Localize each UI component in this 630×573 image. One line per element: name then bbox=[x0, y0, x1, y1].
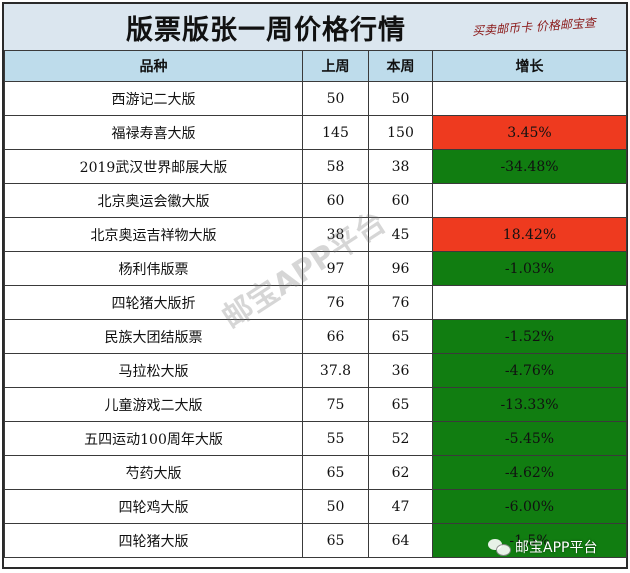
cell-this-week: 45 bbox=[368, 217, 433, 252]
cell-name: 四轮猪大版 bbox=[4, 523, 303, 558]
cell-change: -4.62% bbox=[432, 455, 627, 490]
cell-name: 五四运动100周年大版 bbox=[4, 421, 303, 456]
cell-this-week: 150 bbox=[368, 115, 433, 150]
page-title: 版票版张一周价格行情 bbox=[126, 15, 406, 46]
cell-name: 西游记二大版 bbox=[4, 81, 303, 116]
brand-stamp: 买卖邮币卡 价格邮宝查 bbox=[471, 15, 597, 39]
table-row: 五四运动100周年大版 55 52 -5.45% bbox=[4, 421, 627, 456]
cell-change: -5.45% bbox=[432, 421, 627, 456]
cell-change: -4.76% bbox=[432, 353, 627, 388]
cell-name: 马拉松大版 bbox=[4, 353, 303, 388]
cell-change: 3.45% bbox=[432, 115, 627, 150]
cell-change: -1.5% bbox=[432, 523, 627, 558]
cell-change bbox=[432, 183, 627, 218]
cell-this-week: 36 bbox=[368, 353, 433, 388]
cell-last-week: 76 bbox=[302, 285, 369, 320]
table-row: 北京奥运吉祥物大版 38 45 18.42% bbox=[4, 217, 627, 252]
cell-name: 北京奥运会徽大版 bbox=[4, 183, 303, 218]
table-row: 福禄寿喜大版 145 150 3.45% bbox=[4, 115, 627, 150]
cell-change bbox=[432, 285, 627, 320]
cell-this-week: 38 bbox=[368, 149, 433, 184]
cell-name: 福禄寿喜大版 bbox=[4, 115, 303, 150]
cell-last-week: 60 bbox=[302, 183, 369, 218]
table-row: 儿童游戏二大版 75 65 -13.33% bbox=[4, 387, 627, 422]
cell-change: 18.42% bbox=[432, 217, 627, 252]
cell-last-week: 58 bbox=[302, 149, 369, 184]
cell-change: -1.52% bbox=[432, 319, 627, 354]
cell-this-week: 50 bbox=[368, 81, 433, 116]
cell-this-week: 96 bbox=[368, 251, 433, 286]
cell-this-week: 64 bbox=[368, 523, 433, 558]
cell-this-week: 65 bbox=[368, 319, 433, 354]
cell-name: 北京奥运吉祥物大版 bbox=[4, 217, 303, 252]
cell-this-week: 76 bbox=[368, 285, 433, 320]
table-row: 芍药大版 65 62 -4.62% bbox=[4, 455, 627, 490]
table-row: 杨利伟版票 97 96 -1.03% bbox=[4, 251, 627, 286]
cell-name: 民族大团结版票 bbox=[4, 319, 303, 354]
cell-last-week: 145 bbox=[302, 115, 369, 150]
cell-last-week: 50 bbox=[302, 489, 369, 524]
cell-this-week: 65 bbox=[368, 387, 433, 422]
cell-last-week: 97 bbox=[302, 251, 369, 286]
column-header-this-week: 本周 bbox=[368, 50, 433, 82]
table-header-row: 品种 上周 本周 增长 bbox=[4, 50, 627, 82]
column-header-name: 品种 bbox=[4, 50, 303, 82]
cell-change: -6.00% bbox=[432, 489, 627, 524]
cell-this-week: 52 bbox=[368, 421, 433, 456]
cell-change: -34.48% bbox=[432, 149, 627, 184]
table-row: 四轮鸡大版 50 47 -6.00% bbox=[4, 489, 627, 524]
cell-this-week: 60 bbox=[368, 183, 433, 218]
table-row: 北京奥运会徽大版 60 60 bbox=[4, 183, 627, 218]
cell-last-week: 66 bbox=[302, 319, 369, 354]
table-row: 民族大团结版票 66 65 -1.52% bbox=[4, 319, 627, 354]
cell-name: 四轮鸡大版 bbox=[4, 489, 303, 524]
cell-last-week: 65 bbox=[302, 523, 369, 558]
cell-name: 四轮猪大版折 bbox=[4, 285, 303, 320]
table-row: 西游记二大版 50 50 bbox=[4, 81, 627, 116]
column-header-last-week: 上周 bbox=[302, 50, 369, 82]
cell-this-week: 62 bbox=[368, 455, 433, 490]
table-row: 四轮猪大版 65 64 -1.5% bbox=[4, 523, 627, 558]
table-row: 马拉松大版 37.8 36 -4.76% bbox=[4, 353, 627, 388]
cell-last-week: 50 bbox=[302, 81, 369, 116]
cell-change: -1.03% bbox=[432, 251, 627, 286]
cell-change: -13.33% bbox=[432, 387, 627, 422]
cell-last-week: 37.8 bbox=[302, 353, 369, 388]
cell-this-week: 47 bbox=[368, 489, 433, 524]
cell-last-week: 38 bbox=[302, 217, 369, 252]
table-row: 四轮猪大版折 76 76 bbox=[4, 285, 627, 320]
cell-last-week: 55 bbox=[302, 421, 369, 456]
column-header-change: 增长 bbox=[432, 50, 627, 82]
table-row: 2019武汉世界邮展大版 58 38 -34.48% bbox=[4, 149, 627, 184]
cell-last-week: 65 bbox=[302, 455, 369, 490]
cell-change bbox=[432, 81, 627, 116]
cell-name: 儿童游戏二大版 bbox=[4, 387, 303, 422]
cell-name: 2019武汉世界邮展大版 bbox=[4, 149, 303, 184]
cell-name: 杨利伟版票 bbox=[4, 251, 303, 286]
title-bar: 版票版张一周价格行情 买卖邮币卡 价格邮宝查 bbox=[4, 4, 626, 51]
cell-name: 芍药大版 bbox=[4, 455, 303, 490]
cell-last-week: 75 bbox=[302, 387, 369, 422]
price-table: 品种 上周 本周 增长 西游记二大版 50 50 福禄寿喜大版 145 150 3.45% 2… bbox=[4, 50, 627, 558]
